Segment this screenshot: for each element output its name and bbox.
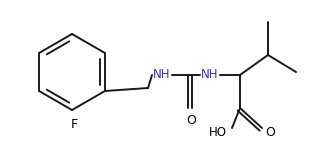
Text: HO: HO bbox=[209, 126, 227, 138]
Text: O: O bbox=[186, 114, 196, 126]
Text: NH: NH bbox=[153, 69, 171, 81]
Text: NH: NH bbox=[201, 69, 219, 81]
Text: F: F bbox=[71, 117, 78, 131]
Text: O: O bbox=[265, 126, 275, 138]
